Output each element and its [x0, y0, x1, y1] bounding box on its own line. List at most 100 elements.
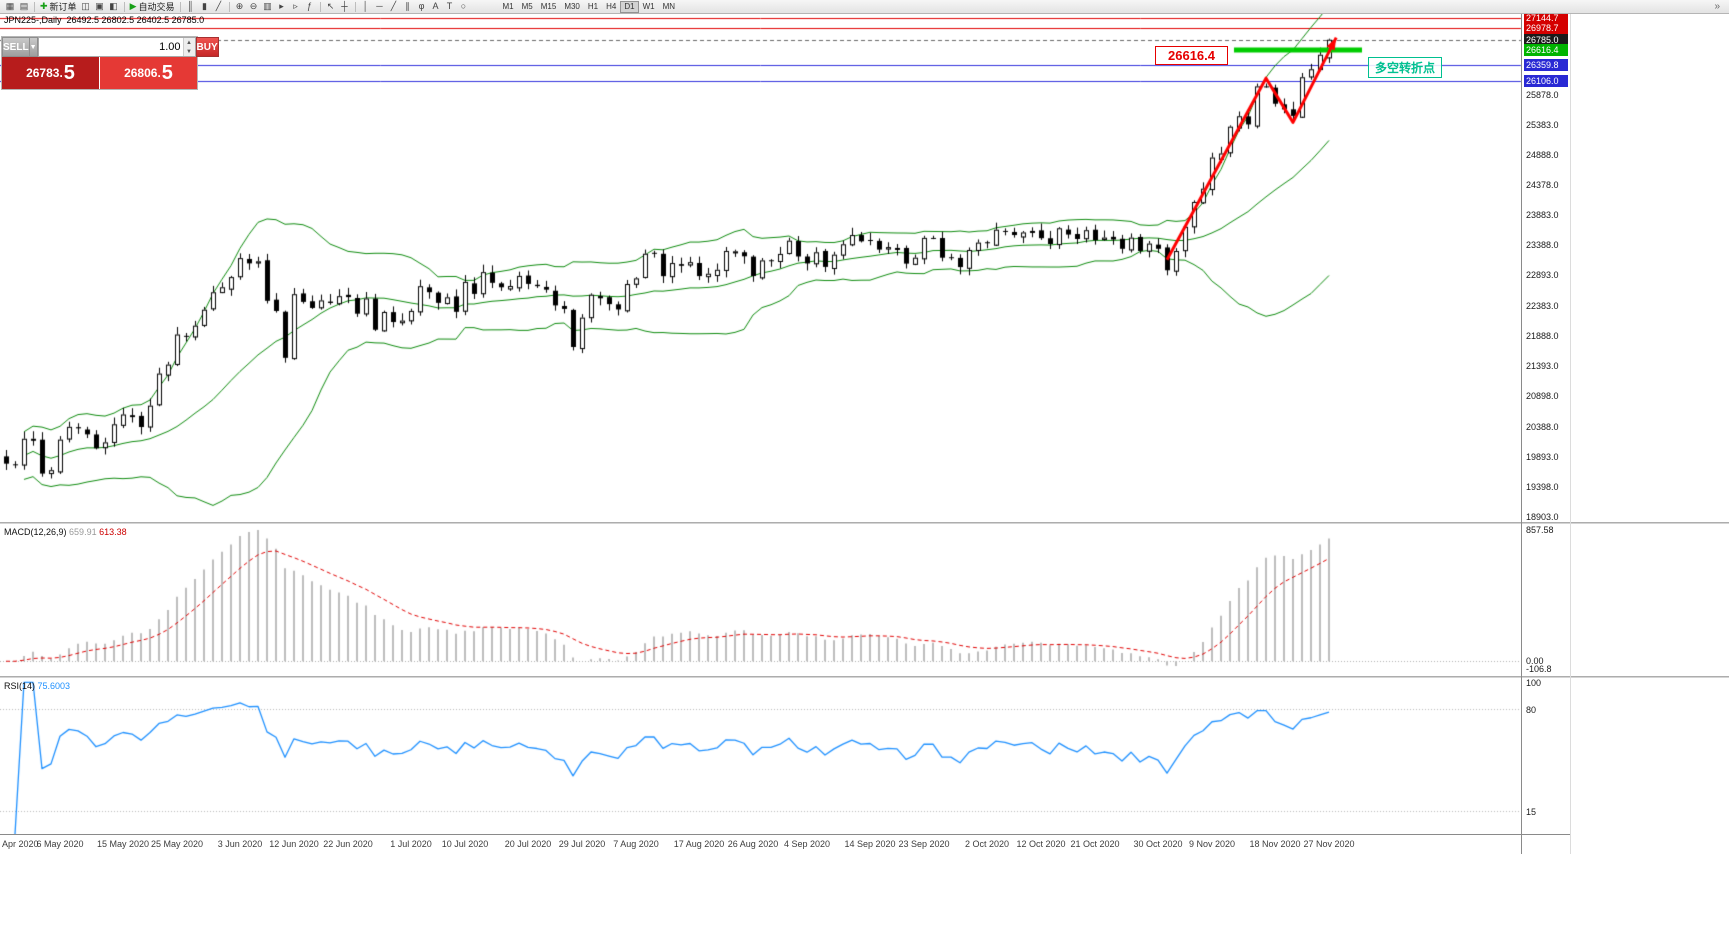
chevron-down-icon: ▼: [29, 43, 37, 51]
price-level-label: 26785.0: [1524, 33, 1568, 46]
rsi-name: RSI(14): [4, 681, 36, 691]
toolbar-items: ▦ ▤ ✚ 新订单 ◫ ▣ ◧ ▶ 自动交易 ║ ▮ ╱ ⊕ ⊖ ▥ ▸ ▹ ƒ ↖ ┼ │ ─ ╱ ∥ φ A T ○: [3, 0, 471, 14]
date-label: 20 Jul 2020: [504, 839, 552, 849]
macd-axis-label: 857.58: [1526, 525, 1554, 535]
zoom-in-icon: ⊕: [235, 1, 244, 11]
timeframe-m1-button[interactable]: M1: [499, 1, 518, 13]
order-type-dropdown[interactable]: ▼: [29, 37, 38, 57]
toolbar-separator: [354, 1, 356, 12]
volume-input[interactable]: [38, 38, 183, 56]
chevron-overflow-icon: »: [1714, 1, 1720, 12]
panel-splitter-macd[interactable]: [0, 522, 1729, 524]
timeframe-h1-button[interactable]: H1: [584, 1, 602, 13]
toolbar-auto-trading-button[interactable]: ▶ 自动交易: [128, 0, 177, 13]
candlestick-chart-icon: ▮: [202, 1, 207, 11]
macd-axis[interactable]: 857.58 0.00 -106.8: [1523, 524, 1570, 676]
toolbar-overflow-button[interactable]: »: [1708, 1, 1726, 12]
price-tick: 22893.0: [1526, 270, 1559, 281]
time-axis[interactable]: Apr 2020 6 May 2020 15 May 2020 25 May 2020…: [0, 835, 1521, 853]
bid-price-big-digit: 5: [63, 62, 75, 84]
cursor-icon: ↖: [326, 1, 335, 11]
volume-up-button[interactable]: ▲: [183, 38, 195, 47]
buy-button[interactable]: BUY: [195, 37, 219, 57]
date-label: 3 Jun 2020: [217, 839, 263, 849]
toolbar-line-chart-button[interactable]: ╱: [212, 0, 226, 13]
timeframe-buttons: M1 M5 M15 M30 H1 H4 D1 W1 MN: [499, 0, 680, 13]
price-tick: 20898.0: [1526, 391, 1559, 402]
timeframe-m30-button[interactable]: M30: [560, 1, 584, 13]
macd-axis-label: -106.8: [1526, 664, 1552, 674]
timeframe-m15-button[interactable]: M15: [537, 1, 561, 13]
toolbar-tile-windows-button[interactable]: ▥: [261, 0, 275, 13]
navigator-icon: ◧: [109, 1, 118, 11]
toolbar-channel-tool-button[interactable]: ∥: [401, 0, 415, 13]
date-label: 14 Sep 2020: [844, 839, 896, 849]
bid-price-tile[interactable]: 26783. 5: [2, 57, 99, 89]
toolbar-trendline-tool-button[interactable]: ╱: [387, 0, 401, 13]
market-watch-icon: ◫: [81, 1, 90, 11]
chart-profiles-icon: ▤: [19, 1, 29, 11]
toolbar-shapes-tool-button[interactable]: ○: [457, 0, 471, 13]
macd-indicator-label: MACD(12,26,9) 659.91 613.38: [4, 527, 127, 537]
date-label: 26 Aug 2020: [727, 839, 779, 849]
toolbar-text-tool-button[interactable]: A: [429, 0, 443, 13]
toolbar-auto-scroll-button[interactable]: ▸: [275, 0, 289, 13]
toolbar-crosshair-button[interactable]: ┼: [338, 0, 352, 13]
one-click-trading-panel: SELL ▼ ▲ ▼ BUY 26783.5 26806.5: [1, 36, 219, 90]
date-label: 23 Sep 2020: [898, 839, 950, 849]
rsi-axis[interactable]: 100 80 15: [1523, 678, 1570, 834]
price-tick: 20388.0: [1526, 422, 1559, 433]
panel-splitter-rsi[interactable]: [0, 676, 1729, 678]
date-label: 30 Oct 2020: [1133, 839, 1183, 849]
ask-price-big-digit: 5: [161, 62, 173, 84]
volume-down-button[interactable]: ▼: [183, 47, 195, 56]
toolbar-data-window-button[interactable]: ▣: [93, 0, 107, 13]
trendline-tool-icon: ╱: [390, 1, 397, 11]
date-label: 12 Oct 2020: [1016, 839, 1066, 849]
fibonacci-tool-icon: φ: [418, 1, 425, 11]
toolbar-chart-shift-button[interactable]: ▹: [289, 0, 303, 13]
timeframe-h4-button[interactable]: H4: [602, 1, 620, 13]
toolbar-arrow-tool-button[interactable]: T: [443, 0, 457, 13]
toolbar-chart-profiles-button[interactable]: ▤: [17, 0, 31, 13]
timeframe-m5-button[interactable]: M5: [518, 1, 537, 13]
price-tick: 22383.0: [1526, 301, 1559, 312]
timeframe-mn-button[interactable]: MN: [659, 1, 679, 13]
toolbar-bar-chart-button[interactable]: ║: [184, 0, 198, 13]
rsi-axis-label: 15: [1526, 806, 1537, 817]
toolbar-market-watch-button[interactable]: ◫: [79, 0, 93, 13]
indicators-icon: ƒ: [306, 1, 312, 11]
toolbar-zoom-out-button[interactable]: ⊖: [247, 0, 261, 13]
toolbar-new-chart-button[interactable]: ▦: [3, 0, 17, 13]
price-tick: 25878.0: [1526, 89, 1559, 100]
price-level-label: 26106.0: [1524, 74, 1568, 87]
toolbar-cursor-button[interactable]: ↖: [324, 0, 338, 13]
ask-price-main: 26806.: [124, 66, 161, 80]
window-right-border: [1570, 14, 1571, 854]
ask-price-tile[interactable]: 26806. 5: [100, 57, 197, 89]
toolbar-horizontal-line-tool-button[interactable]: ─: [373, 0, 387, 13]
rsi-panel-canvas[interactable]: [0, 678, 1522, 834]
volume-spinner: ▲ ▼: [182, 38, 195, 56]
macd-signal-value: 613.38: [99, 527, 127, 537]
macd-panel-canvas[interactable]: [0, 524, 1522, 676]
toolbar-vertical-line-tool-button[interactable]: │: [359, 0, 373, 13]
price-tick: 18903.0: [1526, 511, 1559, 522]
price-chart-canvas[interactable]: [0, 14, 1522, 522]
rsi-value: 75.6003: [37, 681, 71, 691]
macd-name: MACD(12,26,9): [4, 527, 67, 537]
price-tick: 23388.0: [1526, 240, 1559, 251]
toolbar-navigator-button[interactable]: ◧: [107, 0, 121, 13]
timeframe-d1-button[interactable]: D1: [620, 0, 639, 13]
sell-button[interactable]: SELL: [2, 37, 30, 57]
date-label: 10 Jul 2020: [441, 839, 489, 849]
toolbar-new-order-button[interactable]: ✚ 新订单: [38, 0, 79, 13]
chart-symbol-ohlc: JPN225-,Daily 26492.5 26802.5 26402.5 26…: [4, 15, 205, 25]
price-axis[interactable]: 25878.0 25383.0 24888.0 24378.0 23883.0 23388…: [1523, 11, 1570, 522]
toolbar-candlestick-chart-button[interactable]: ▮: [198, 0, 212, 13]
toolbar-zoom-in-button[interactable]: ⊕: [233, 0, 247, 13]
price-tick: 19893.0: [1526, 451, 1559, 462]
toolbar-fibonacci-tool-button[interactable]: φ: [415, 0, 429, 13]
timeframe-w1-button[interactable]: W1: [639, 1, 659, 13]
toolbar-indicators-button[interactable]: ƒ: [303, 0, 317, 13]
